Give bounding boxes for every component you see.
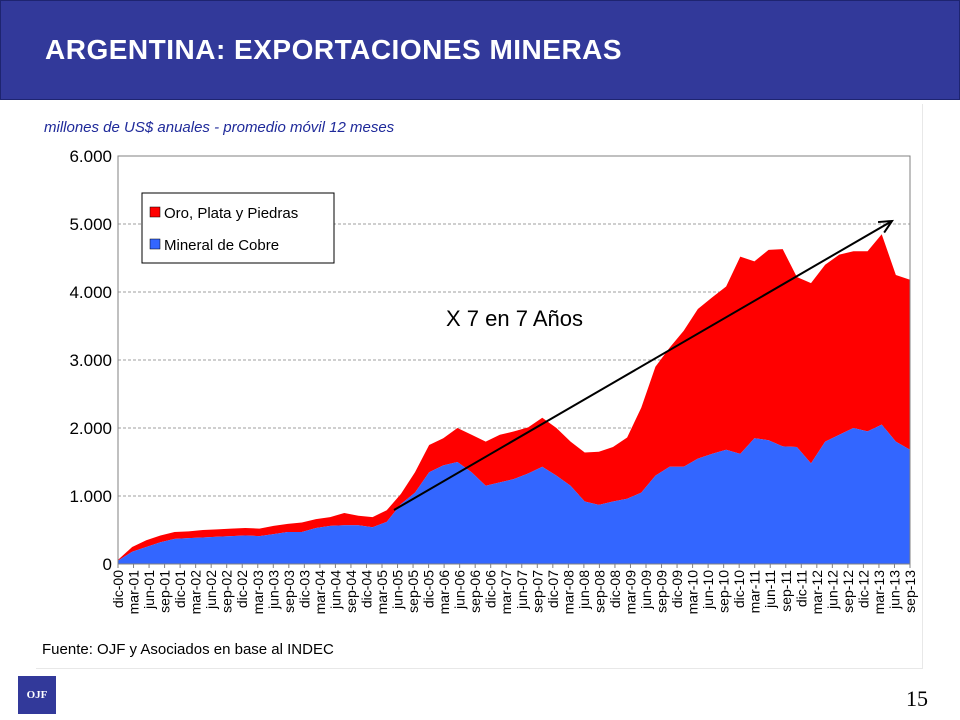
x-tick-label: mar-12 <box>809 570 825 615</box>
page-title: ARGENTINA: EXPORTACIONES MINERAS <box>45 34 623 65</box>
x-tick-label: mar-09 <box>622 570 638 615</box>
chart-source: Fuente: OJF y Asociados en base al INDEC <box>42 641 334 658</box>
x-tick-label: mar-01 <box>126 570 142 615</box>
x-tick-label: jun-08 <box>576 570 592 610</box>
chart-panel: 0 1.000 2.000 3.000 4.000 5.000 6.000 dic-00 mar… <box>36 104 923 669</box>
x-tick-label: jun-12 <box>824 570 840 610</box>
x-tick-label: dic-12 <box>855 570 871 608</box>
x-tick-label: jun-04 <box>327 570 343 610</box>
plot-frame <box>117 155 911 565</box>
legend-box <box>141 192 335 264</box>
x-tick-label: sep-06 <box>467 570 483 613</box>
x-tick-label: sep-11 <box>778 570 794 612</box>
x-tick-label: dic-09 <box>669 570 685 608</box>
x-tick-label: jun-01 <box>141 570 157 610</box>
ojf-logo: OJF <box>18 676 56 714</box>
title-bar: ARGENTINA: EXPORTACIONES MINERAS <box>0 0 960 100</box>
x-tick-label: mar-08 <box>560 570 576 615</box>
x-tick-label: dic-00 <box>110 570 126 608</box>
x-tick-label: sep-09 <box>654 570 670 613</box>
x-tick-label: dic-11 <box>793 570 809 607</box>
legend-swatch <box>149 238 161 250</box>
x-tick-label: mar-10 <box>685 570 701 615</box>
y-tick-label: 4.000 <box>69 283 112 302</box>
annotation-label: X 7 en 7 Años <box>446 306 583 331</box>
x-tick-label: sep-02 <box>219 570 235 613</box>
x-tick-label: dic-04 <box>358 570 374 608</box>
y-tick-label: 1.000 <box>69 487 112 506</box>
legend-swatch <box>149 206 161 218</box>
growth-arrow-head <box>877 219 894 234</box>
x-tick-label: jun-03 <box>265 570 281 610</box>
x-tick-label: mar-04 <box>312 570 328 615</box>
x-tick-label: dic-02 <box>234 570 250 608</box>
legend-label: Oro, Plata y Piedras <box>164 205 298 222</box>
x-tick-label: dic-06 <box>483 570 499 608</box>
x-tick-label: mar-05 <box>374 570 390 615</box>
x-tick-label: mar-06 <box>436 570 452 615</box>
x-tick-label: sep-07 <box>529 570 545 613</box>
growth-arrow <box>393 220 893 511</box>
y-tick-label: 5.000 <box>69 215 112 234</box>
chart-subtitle: millones de US$ anuales - promedio móvil… <box>44 119 395 136</box>
x-tick-label: sep-01 <box>157 570 173 613</box>
x-tick-label: dic-08 <box>607 570 623 608</box>
x-tick-label: sep-10 <box>716 570 732 613</box>
x-tick-label: jun-13 <box>886 570 902 610</box>
x-tick-label: sep-04 <box>343 570 359 613</box>
page-number: 15 <box>906 686 928 711</box>
y-tick-label: 0 <box>103 555 112 574</box>
x-tick-label: mar-02 <box>188 570 204 615</box>
y-tick-label: 3.000 <box>69 351 112 370</box>
area-mineral-de-cobre <box>118 424 910 564</box>
x-tick-label: sep-05 <box>405 570 421 613</box>
x-tick-label: jun-02 <box>203 570 219 610</box>
x-tick-label: jun-11 <box>762 570 778 609</box>
x-tick-label: jun-05 <box>390 570 406 610</box>
x-tick-label: dic-03 <box>296 570 312 608</box>
legend-label: Mineral de Cobre <box>164 237 279 254</box>
x-tick-label: dic-01 <box>172 570 188 608</box>
x-tick-label: mar-13 <box>871 570 887 615</box>
x-tick-label: sep-03 <box>281 570 297 613</box>
x-tick-label: jun-10 <box>700 570 716 610</box>
x-tick-label: dic-05 <box>421 570 437 608</box>
x-tick-label: dic-10 <box>731 570 747 608</box>
x-tick-label: jun-07 <box>514 570 530 610</box>
x-tick-label: jun-09 <box>638 570 654 610</box>
x-tick-label: dic-07 <box>545 570 561 608</box>
x-tick-label: mar-07 <box>498 570 514 615</box>
x-tick-label: mar-11 <box>747 570 763 614</box>
x-tick-label: mar-03 <box>250 570 266 615</box>
x-tick-label: sep-08 <box>591 570 607 613</box>
y-tick-label: 6.000 <box>69 147 112 166</box>
y-tick-label: 2.000 <box>69 419 112 438</box>
x-tick-label: jun-06 <box>452 570 468 610</box>
x-tick-label: sep-12 <box>840 570 856 613</box>
x-tick-label: sep-13 <box>902 570 918 613</box>
area-oro-plata-piedras <box>118 234 910 561</box>
